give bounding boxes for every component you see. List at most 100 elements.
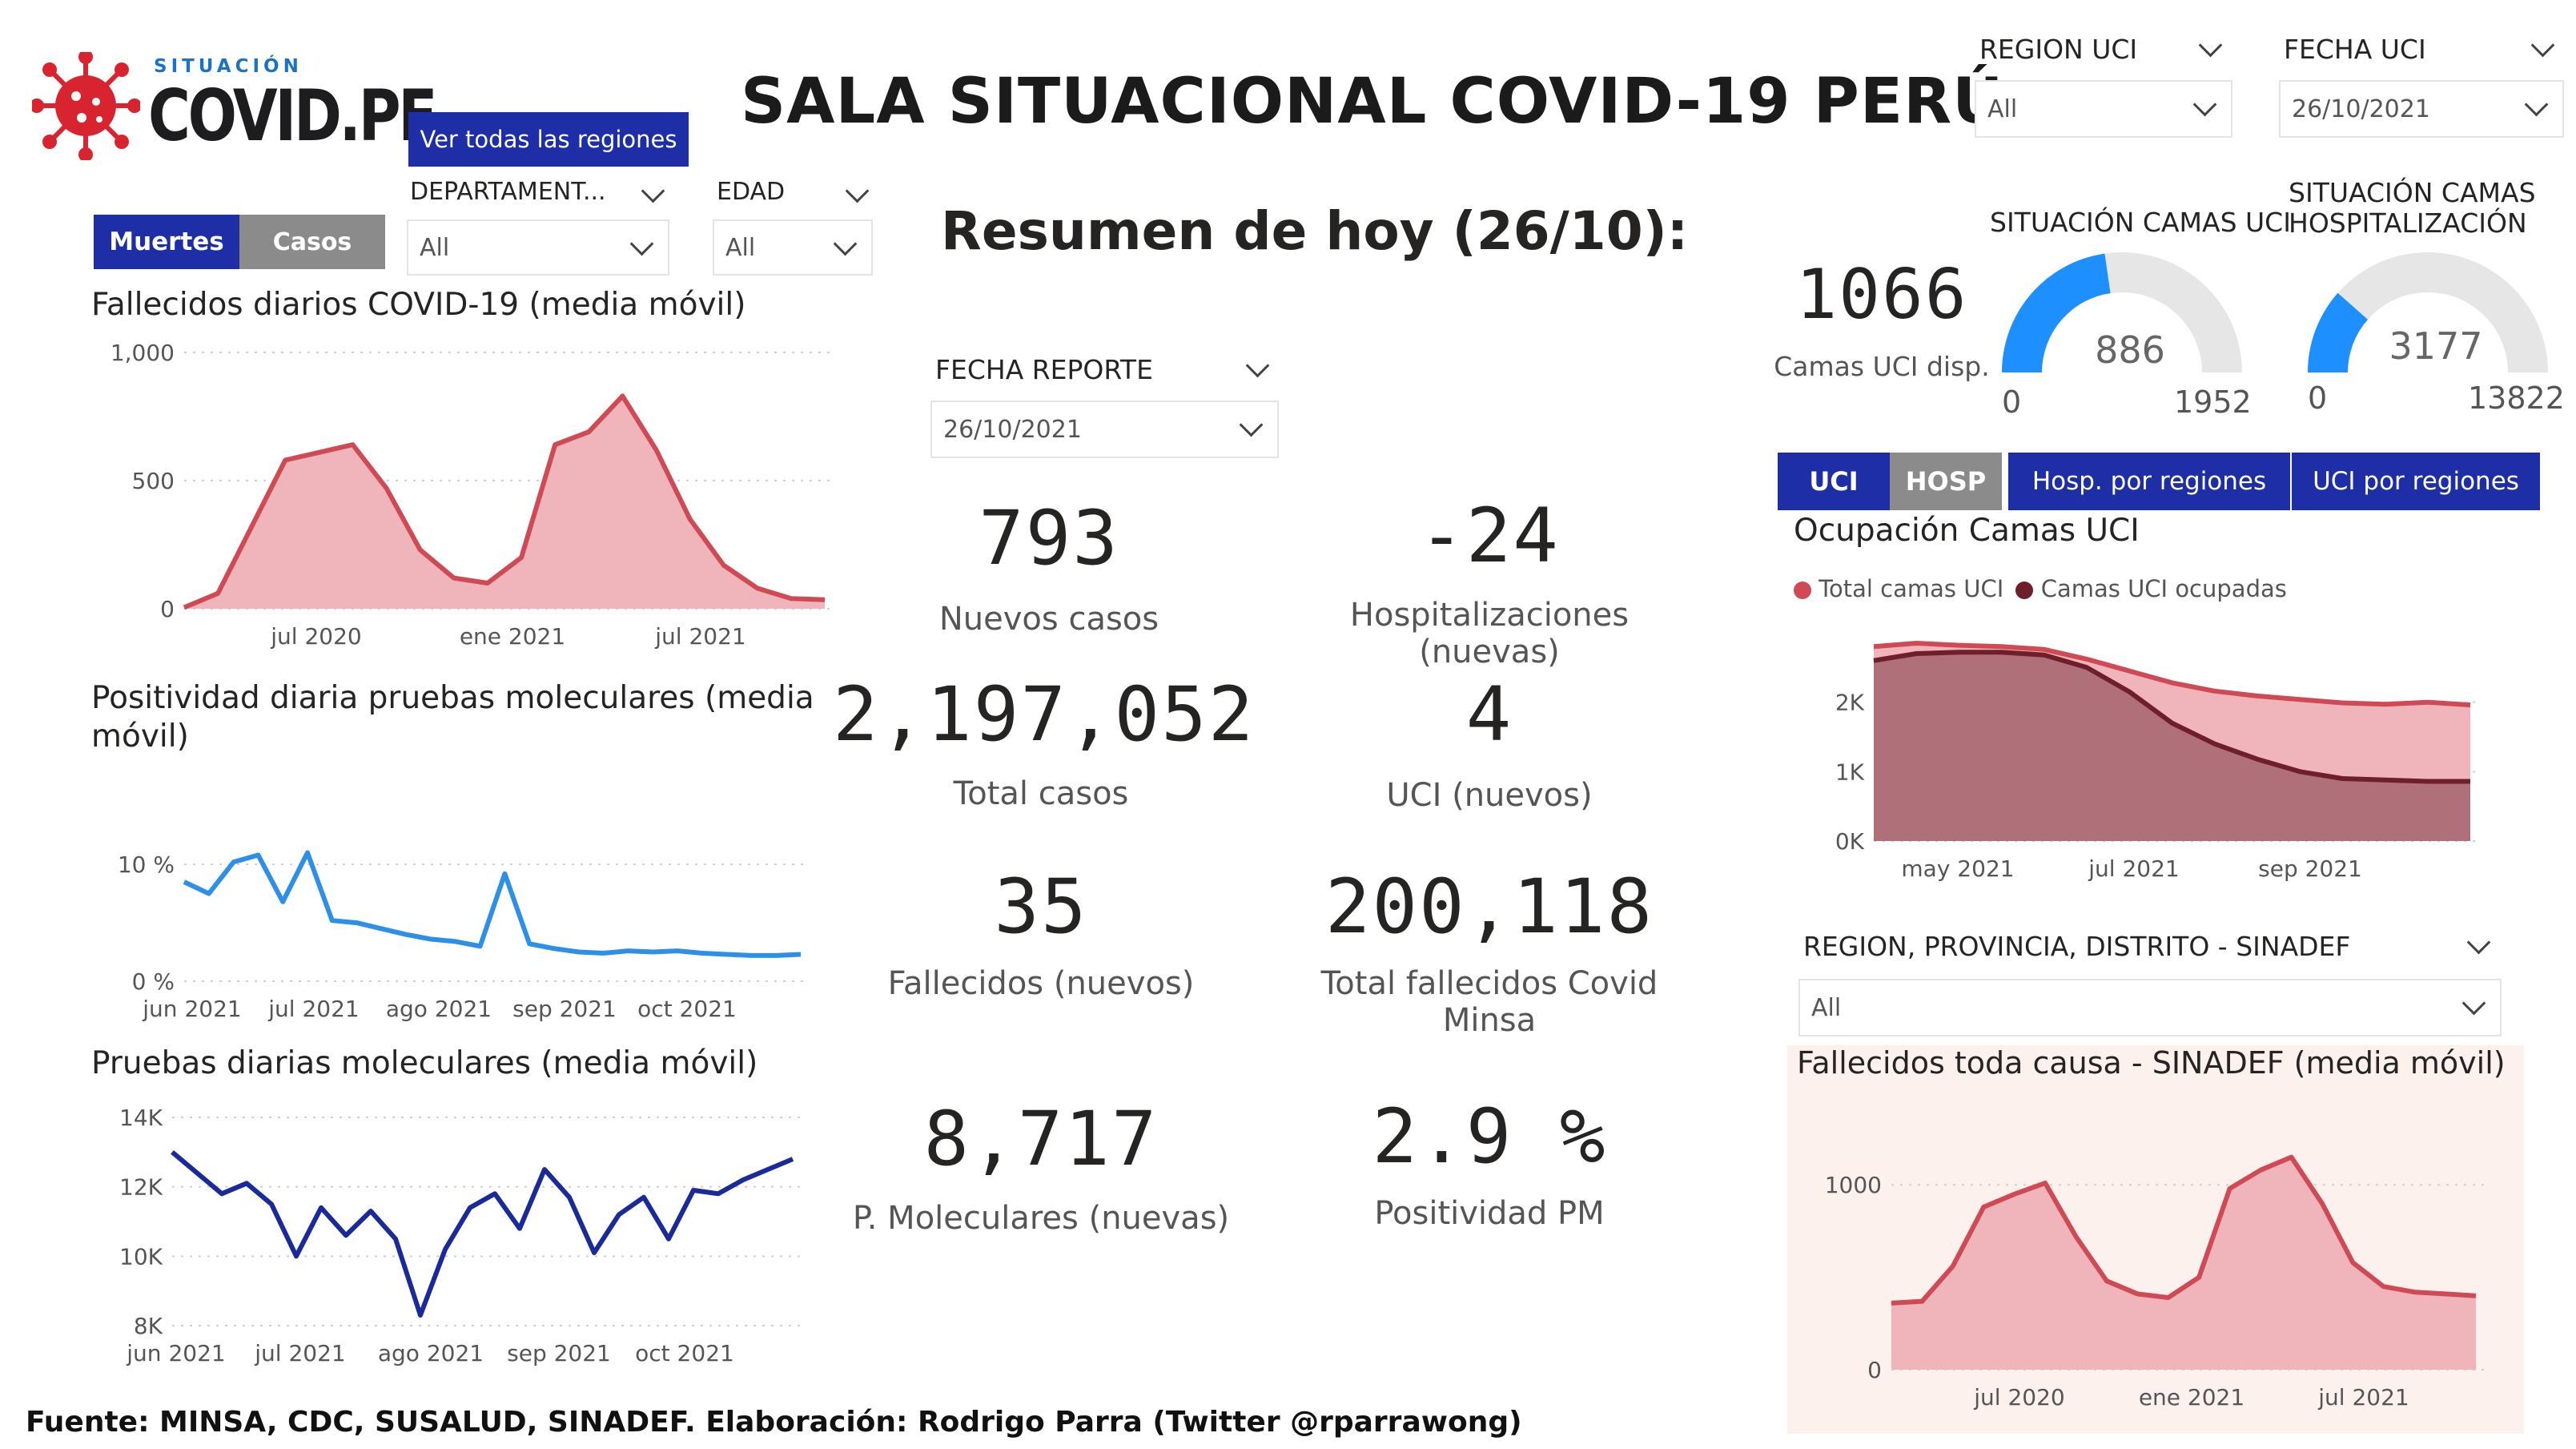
kpi-positividad-label: Positividad PM <box>1374 1195 1605 1232</box>
tab-uci[interactable]: UCI <box>1778 453 1890 510</box>
sinadef-chart-title: Fallecidos toda causa - SINADEF (media m… <box>1797 1045 2506 1081</box>
kpi-uci-label: UCI (nuevos) <box>1386 777 1593 814</box>
chevron-down-icon <box>629 231 654 256</box>
departamento-label: DEPARTAMENT... <box>410 178 606 206</box>
region-uci-select[interactable]: All <box>1975 80 2232 138</box>
x-tick-label: jul 2020 <box>1973 1384 2064 1411</box>
fecha-uci-chevron-icon[interactable] <box>2530 33 2555 61</box>
legend-label-ocupadas: Camas UCI ocupadas <box>2040 575 2287 602</box>
uci-occupancy-title: Ocupación Camas UCI <box>1794 513 2140 549</box>
kpi-nuevos-casos-label: Nuevos casos <box>938 601 1159 638</box>
logo-small-text: SITUACIÓN <box>154 56 303 77</box>
uci-gauge-max: 1952 <box>2174 384 2252 420</box>
x-tick-label: ene 2021 <box>460 623 565 650</box>
departamento-select[interactable]: All <box>407 219 669 276</box>
x-tick-label: jul 2020 <box>270 623 361 650</box>
gauge-fill <box>2002 253 2111 372</box>
gauge-fill <box>2308 292 2368 372</box>
edad-value: All <box>725 233 756 262</box>
tab-hosp[interactable]: HOSP <box>1890 453 2002 510</box>
chart3-title: Pruebas diarias moleculares (media móvil… <box>91 1045 758 1081</box>
hosp-gauge <box>2308 252 2548 372</box>
y-tick-label: 0 <box>160 596 175 622</box>
tab-uci-por-regiones[interactable]: UCI por regiones <box>2292 453 2540 510</box>
x-tick-label: jul 2021 <box>254 1340 345 1366</box>
kpi-total-fallecidos-label: Total fallecidos Covid Minsa <box>1320 965 1658 1039</box>
tab-hosp-por-regiones[interactable]: Hosp. por regiones <box>2008 453 2290 510</box>
page-title: SALA SITUACIONAL COVID-19 PERÚ <box>741 66 2004 138</box>
region-uci-chevron-icon[interactable] <box>2198 33 2223 61</box>
y-tick-label: 10K <box>119 1243 163 1270</box>
chevron-down-icon <box>2461 991 2486 1016</box>
y-tick-label: 14K <box>119 1105 163 1131</box>
uci-gauge <box>2002 252 2242 372</box>
region-uci-label: REGION UCI <box>1979 34 2138 65</box>
hosp-gauge-max: 13822 <box>2468 380 2565 416</box>
fecha-uci-label: FECHA UCI <box>2284 34 2426 65</box>
x-tick-label: sep 2021 <box>507 1340 611 1366</box>
y-tick-label: 2K <box>1835 690 1865 716</box>
fecha-reporte-label: FECHA REPORTE <box>935 354 1153 385</box>
fallecidos-chart: 0 500 1,000 jul 2020 ene 2021 jul 2021 <box>111 340 833 650</box>
series-area <box>184 396 825 609</box>
fecha-reporte-select[interactable]: 26/10/2021 <box>930 400 1279 458</box>
edad-chevron-icon[interactable] <box>845 179 870 207</box>
x-tick-label: oct 2021 <box>635 1340 734 1366</box>
y-tick-label: 1000 <box>1825 1172 1882 1198</box>
y-tick-label: 0 % <box>132 968 175 995</box>
kpi-total-fallecidos-value: 200,118 <box>1324 863 1654 951</box>
fecha-reporte-value: 26/10/2021 <box>943 415 1082 444</box>
all-regions-button[interactable]: Ver todas las regiones <box>408 112 689 167</box>
y-tick-label: 0K <box>1835 828 1865 855</box>
series-line <box>1891 1154 2477 1306</box>
hosp-gauge-value: 3177 <box>2389 324 2483 368</box>
uci-gauge-title: SITUACIÓN CAMAS UCI <box>1990 207 2291 238</box>
sinadef-region-select[interactable]: All <box>1798 979 2502 1036</box>
x-tick-label: jul 2021 <box>267 996 359 1022</box>
series-area <box>1891 1157 2476 1370</box>
camas-uci-disp-value: 1066 <box>1795 255 1968 335</box>
y-tick-label: 500 <box>132 468 175 494</box>
uci-gauge-value: 886 <box>2095 328 2165 372</box>
uci-occupancy-chart: 0K 1K 2K may 2021 jul 2021 sep 2021 <box>1835 641 2478 882</box>
sinadef-region-value: All <box>1811 993 1842 1022</box>
fecha-reporte-chevron-icon[interactable] <box>1245 353 1270 381</box>
kpi-total-casos-label: Total casos <box>953 775 1129 812</box>
sinadef-chart: 0 1000 jul 2020 ene 2021 jul 2021 <box>1825 1154 2484 1411</box>
x-tick-label: jul 2021 <box>2088 855 2179 882</box>
casos-toggle[interactable]: Casos <box>239 215 385 269</box>
virus-icon <box>32 52 140 160</box>
y-tick-label: 0 <box>1867 1357 1882 1383</box>
x-tick-label: jun 2021 <box>126 1340 225 1366</box>
chevron-down-icon <box>2192 92 2217 117</box>
hosp-gauge-title: SITUACIÓN CAMAS HOSPITALIZACIÓN <box>2289 177 2536 239</box>
departamento-value: All <box>420 233 450 262</box>
muertes-toggle[interactable]: Muertes <box>94 215 239 269</box>
x-tick-label: ene 2021 <box>2139 1384 2244 1411</box>
fecha-uci-value: 26/10/2021 <box>2292 95 2430 123</box>
y-tick-label: 1,000 <box>111 340 175 366</box>
departamento-chevron-icon[interactable] <box>641 179 665 207</box>
y-tick-label: 1K <box>1835 759 1865 785</box>
chart2-title: Positividad diaria pruebas moleculares (… <box>91 680 814 755</box>
edad-label: EDAD <box>717 178 786 206</box>
series-line <box>171 1150 794 1318</box>
kpi-moleculares-value: 8,717 <box>923 1096 1159 1183</box>
fecha-uci-select[interactable]: 26/10/2021 <box>2279 80 2564 138</box>
logo-big-text: COVID.PE <box>148 74 438 157</box>
series-line <box>183 850 802 958</box>
kpi-hospitalizaciones-value: -24 <box>1419 493 1560 580</box>
series-area <box>1874 652 2470 841</box>
kpi-fallecidos-value: 35 <box>994 863 1088 951</box>
edad-select[interactable]: All <box>713 219 873 276</box>
kpi-nuevos-casos-value: 793 <box>979 495 1119 582</box>
chevron-down-icon <box>1239 413 1264 437</box>
pruebas-chart: 8K 10K 12K 14K jun 2021 jul 2021 ago 2021 sep 2… <box>119 1105 801 1366</box>
uci-occupancy-legend: Total camas UCI Camas UCI ocupadas <box>1794 575 2287 602</box>
legend-dot-total <box>1794 582 1811 599</box>
kpi-uci-value: 4 <box>1465 671 1513 759</box>
sinadef-region-chevron-icon[interactable] <box>2466 930 2491 958</box>
x-tick-label: oct 2021 <box>637 996 737 1022</box>
x-tick-label: sep 2021 <box>512 996 617 1022</box>
kpi-hospitalizaciones-label: Hospitalizaciones (nuevas) <box>1349 597 1630 670</box>
